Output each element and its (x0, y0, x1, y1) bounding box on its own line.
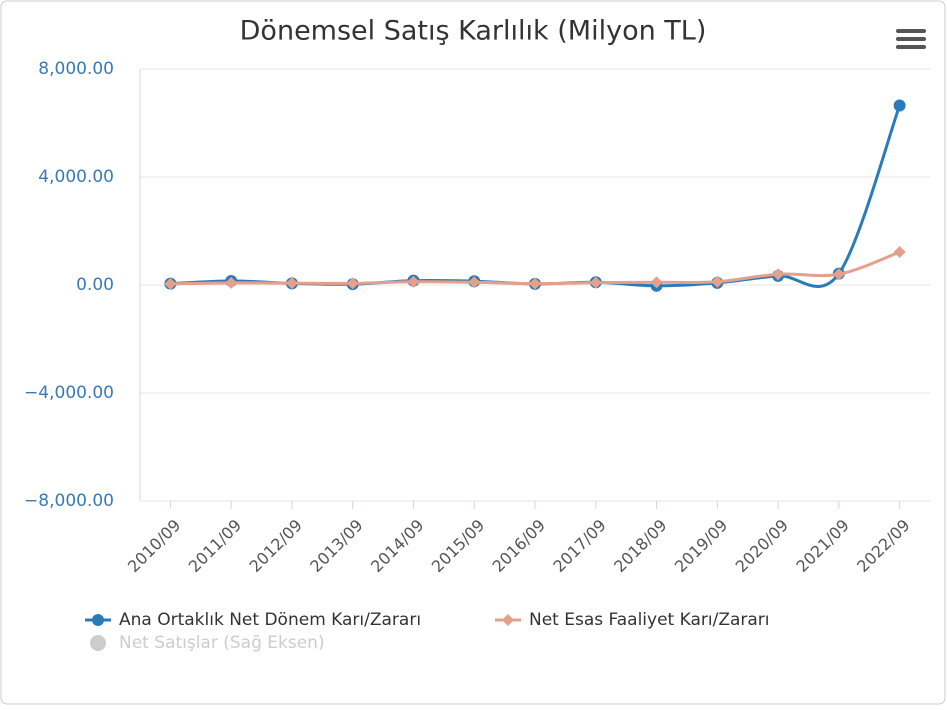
chart-title: Dönemsel Satış Karlılık (Milyon TL) (240, 16, 707, 47)
point (346, 277, 359, 290)
menu-bar[interactable] (896, 45, 926, 49)
point (650, 276, 663, 289)
point (711, 275, 724, 288)
legend-label: Net Esas Faaliyet Karı/Zararı (529, 610, 770, 630)
point (164, 277, 177, 290)
series (164, 246, 906, 290)
legend-symbol (502, 614, 514, 626)
legend-item[interactable]: Net Esas Faaliyet Karı/Zararı (495, 610, 770, 630)
point (285, 277, 298, 290)
menu-bar[interactable] (896, 29, 926, 33)
menu-bar[interactable] (896, 37, 926, 41)
legend-symbol (92, 614, 104, 626)
point (589, 276, 602, 289)
point (225, 276, 238, 289)
legend-item[interactable]: Net Satışlar (Sağ Eksen) (90, 633, 325, 653)
y-tick-label: 8,000.00 (38, 59, 114, 79)
y-tick-label: −4,000.00 (24, 383, 114, 403)
y-tick-label: 0.00 (76, 275, 114, 295)
point (893, 99, 906, 112)
legend-symbol (90, 635, 106, 651)
legend-item[interactable]: Ana Ortaklık Net Dönem Karı/Zararı (85, 610, 421, 630)
point (529, 277, 541, 290)
point (468, 276, 481, 289)
point (407, 275, 420, 288)
y-tick-label: −8,000.00 (24, 491, 114, 511)
legend-label: Net Satışlar (Sağ Eksen) (119, 633, 325, 653)
point (832, 268, 845, 281)
menu-button[interactable] (896, 29, 926, 49)
point (893, 246, 906, 259)
y-tick-label: 4,000.00 (38, 167, 114, 187)
point (772, 268, 785, 281)
legend-label: Ana Ortaklık Net Dönem Karı/Zararı (119, 610, 421, 630)
